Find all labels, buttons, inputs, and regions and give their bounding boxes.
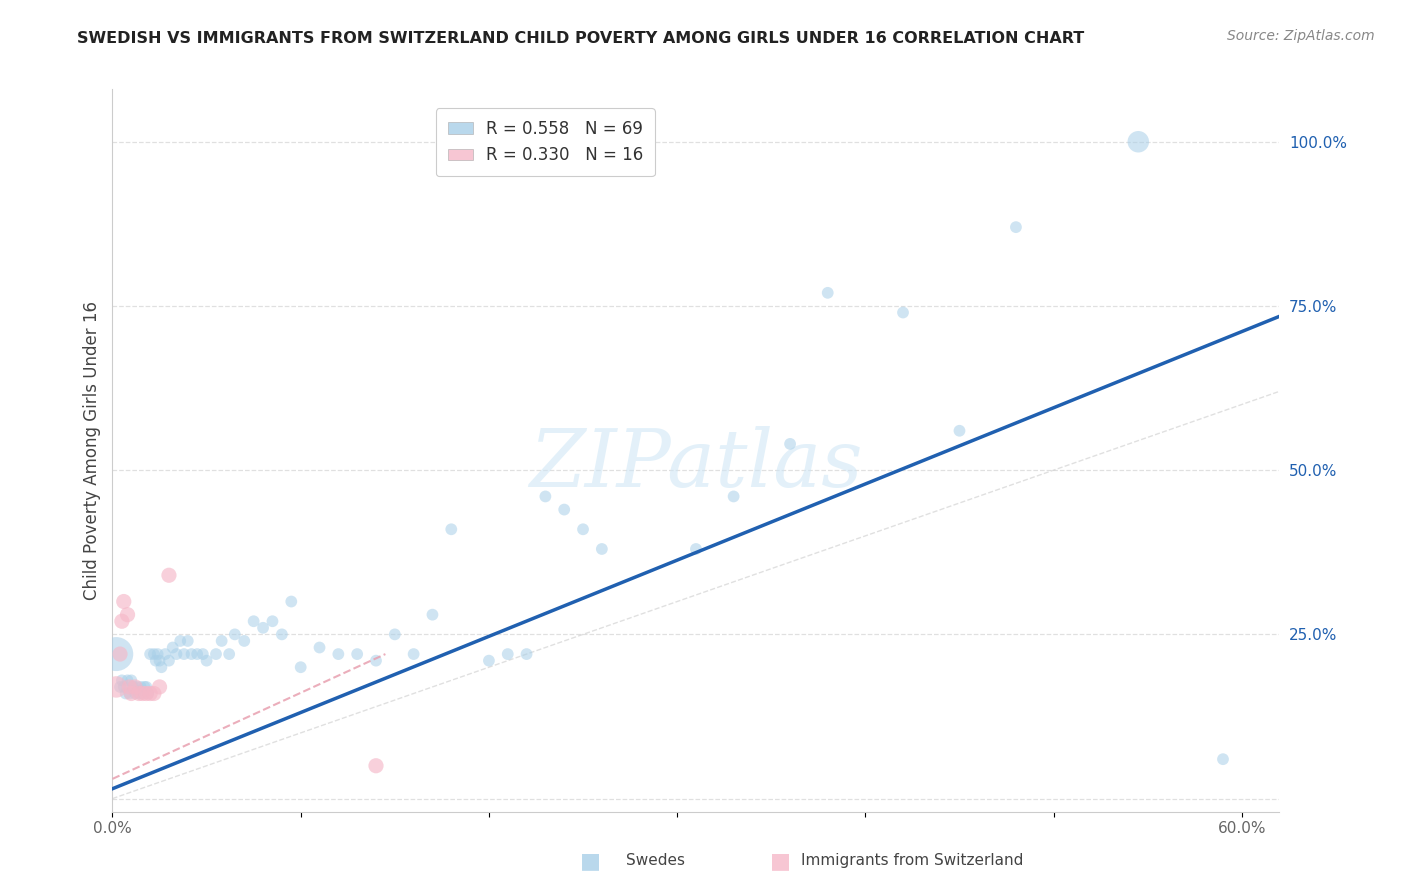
Point [496,647,519,661]
Point [173,647,195,661]
Point [105,647,128,661]
Point [177,634,200,648]
Point [440,522,463,536]
Point [112,680,135,694]
Point [120,673,142,688]
Text: Source: ZipAtlas.com: Source: ZipAtlas.com [1227,29,1375,43]
Point [139,647,162,661]
Point [384,627,406,641]
Point [157,568,180,582]
Text: ZIPatlas: ZIPatlas [529,426,863,504]
Point [328,647,350,661]
Point [135,686,157,700]
Point [553,502,575,516]
Point [118,686,141,700]
Point [162,640,184,655]
Point [169,634,191,648]
Point [290,660,312,674]
Point [145,654,167,668]
Text: Swedes: Swedes [626,854,685,868]
Point [685,541,707,556]
Text: Immigrants from Switzerland: Immigrants from Switzerland [801,854,1024,868]
Point [180,647,202,661]
Point [118,680,141,694]
Point [136,686,159,700]
Point [224,627,246,641]
Point [153,647,176,661]
Point [148,680,170,694]
Point [478,654,501,668]
Point [364,758,387,772]
Point [534,490,557,504]
Point [120,686,142,700]
Point [1005,220,1028,235]
Point [129,680,152,694]
Point [779,437,801,451]
Point [186,647,208,661]
Point [114,686,136,700]
Point [242,614,264,628]
Point [134,680,156,694]
Point [262,614,284,628]
Point [139,686,162,700]
Point [402,647,425,661]
Point [591,541,613,556]
Point [572,522,595,536]
Point [146,647,169,661]
Point [142,686,165,700]
Point [364,654,387,668]
Point [108,647,131,661]
Point [108,680,131,694]
Point [111,673,134,688]
Point [346,647,368,661]
Point [195,654,218,668]
Point [252,621,274,635]
Point [817,285,839,300]
Point [131,686,153,700]
Point [280,594,302,608]
Text: SWEDISH VS IMMIGRANTS FROM SWITZERLAND CHILD POVERTY AMONG GIRLS UNDER 16 CORREL: SWEDISH VS IMMIGRANTS FROM SWITZERLAND C… [77,31,1084,46]
Point [723,490,745,504]
Point [891,305,914,319]
Point [128,686,150,700]
Point [105,680,128,694]
Point [211,634,233,648]
Point [112,594,135,608]
Point [124,680,146,694]
Point [135,680,157,694]
Point [948,424,970,438]
Point [233,634,256,648]
Point [117,673,139,688]
Point [218,647,240,661]
Point [516,647,538,661]
Point [122,680,145,694]
Point [1128,135,1150,149]
Point [128,686,150,700]
Point [1212,752,1234,766]
Point [111,614,134,628]
Point [157,654,180,668]
Point [150,660,173,674]
Point [205,647,228,661]
Point [125,680,148,694]
Point [166,647,188,661]
Point [308,640,330,655]
Point [148,654,170,668]
Point [117,607,139,622]
Y-axis label: Child Poverty Among Girls Under 16: Child Poverty Among Girls Under 16 [83,301,101,600]
Point [142,647,165,661]
Legend: R = 0.558   N = 69, R = 0.330   N = 16: R = 0.558 N = 69, R = 0.330 N = 16 [436,108,655,176]
Point [124,686,146,700]
Point [191,647,214,661]
Point [131,686,153,700]
Point [422,607,444,622]
Point [270,627,292,641]
Text: ■: ■ [770,851,790,871]
Text: ■: ■ [581,851,600,871]
